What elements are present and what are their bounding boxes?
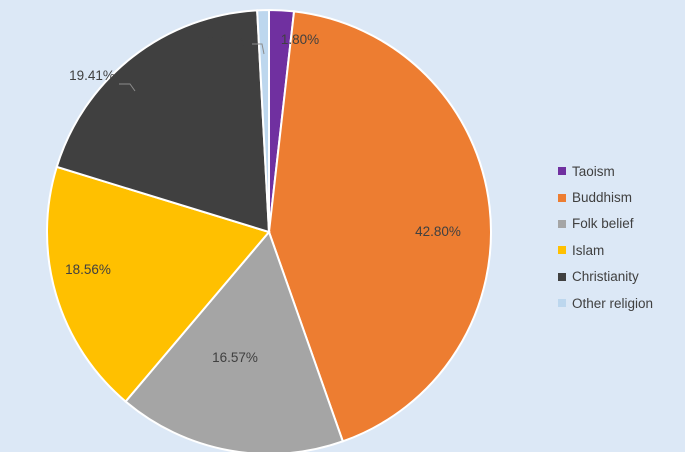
pie-slice-folk-belief bbox=[124, 230, 345, 452]
chart-legend: Taoism Buddhism Folk belief Islam Christiani… bbox=[558, 158, 653, 316]
leader-line-other-religion bbox=[252, 43, 265, 55]
legend-swatch bbox=[558, 219, 566, 228]
legend-swatch bbox=[558, 193, 566, 202]
legend-label: Buddhism bbox=[572, 190, 633, 206]
legend-label: Christianity bbox=[572, 269, 639, 285]
leader-line-christianity bbox=[119, 83, 136, 92]
pie-slice-other-religion bbox=[256, 8, 270, 233]
data-label-christianity: 19.41% bbox=[69, 68, 115, 83]
data-label-taoism: 1.80% bbox=[281, 32, 319, 47]
legend-label: Folk belief bbox=[572, 216, 634, 232]
data-label-folk-belief: 16.57% bbox=[212, 350, 258, 365]
legend-label: Islam bbox=[572, 242, 605, 258]
data-label-buddhism: 42.80% bbox=[415, 224, 461, 239]
legend-item-taoism: Taoism bbox=[558, 158, 653, 184]
pie-slice-christianity bbox=[55, 9, 271, 234]
legend-swatch bbox=[558, 272, 566, 281]
legend-label: Taoism bbox=[572, 163, 615, 179]
legend-swatch bbox=[558, 167, 566, 176]
legend-swatch bbox=[558, 299, 566, 308]
data-label-other-religion: 0.85% bbox=[207, 34, 245, 49]
legend-label: Other religion bbox=[572, 295, 654, 311]
legend-item-other-religion: Other religion bbox=[558, 290, 653, 316]
pie-slice-buddhism bbox=[267, 10, 492, 443]
pie-slice-islam bbox=[46, 165, 271, 403]
legend-item-buddhism: Buddhism bbox=[558, 184, 653, 210]
legend-item-islam: Islam bbox=[558, 237, 653, 263]
legend-swatch bbox=[558, 246, 566, 255]
data-label-islam: 18.56% bbox=[65, 262, 111, 277]
legend-item-folk-belief: Folk belief bbox=[558, 211, 653, 237]
legend-item-christianity: Christianity bbox=[558, 264, 653, 290]
